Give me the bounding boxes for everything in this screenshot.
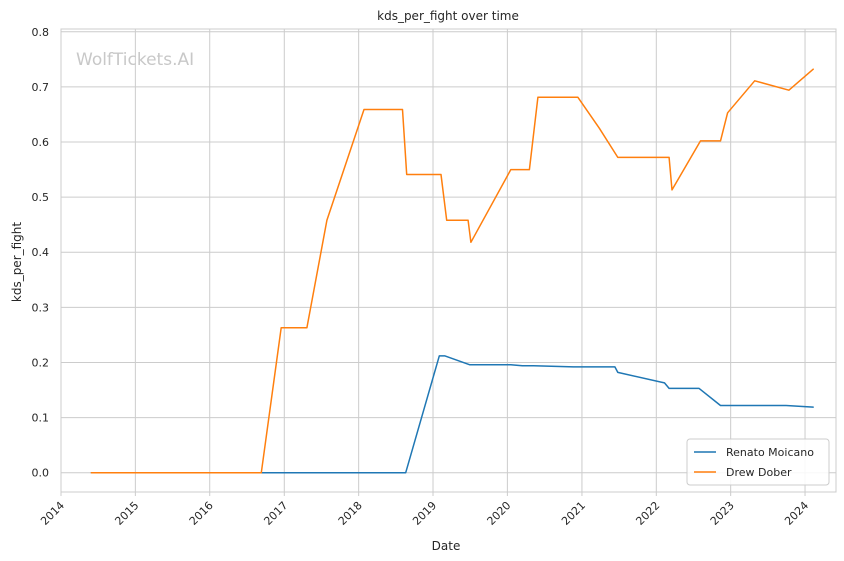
x-axis-label: Date — [432, 539, 461, 553]
y-axis-ticks: 0.0 0.1 0.2 0.3 0.4 0.5 0.6 0.7 0.8 — [32, 26, 50, 480]
grid — [60, 29, 836, 492]
y-tick-label-0.3: 0.3 — [32, 301, 50, 314]
y-axis-label: kds_per_fight — [10, 222, 24, 303]
y-tick-label-0.4: 0.4 — [32, 246, 50, 259]
y-tick-label-0.2: 0.2 — [32, 356, 50, 369]
legend-label-drew-dober: Drew Dober — [726, 466, 792, 479]
series-layer — [90, 68, 814, 474]
y-tick-label-0.0: 0.0 — [32, 467, 50, 480]
legend-label-renato-moicano: Renato Moicano — [726, 446, 814, 459]
legend-box — [686, 438, 830, 486]
series-line-drew-dober — [90, 68, 814, 474]
series-line-renato-moicano — [90, 355, 814, 474]
legend: Renato Moicano Drew Dober — [686, 438, 830, 486]
plot-area — [60, 28, 837, 493]
y-tick-label-0.1: 0.1 — [32, 412, 50, 425]
y-tick-label-0.8: 0.8 — [32, 26, 50, 39]
chart-title: kds_per_fight over time — [377, 9, 519, 23]
watermark: WolfTickets.AI — [76, 50, 194, 70]
y-tick-label-0.7: 0.7 — [32, 81, 50, 94]
y-tick-label-0.5: 0.5 — [32, 191, 50, 204]
y-tick-label-0.6: 0.6 — [32, 136, 50, 149]
